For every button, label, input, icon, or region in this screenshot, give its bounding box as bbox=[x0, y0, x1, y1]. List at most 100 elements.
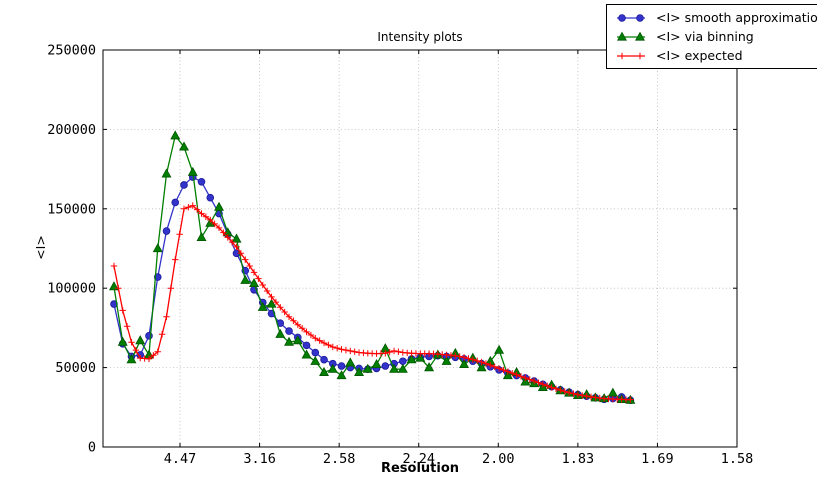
legend-item: <I> smooth approximation bbox=[613, 8, 817, 27]
series-expected bbox=[110, 202, 634, 403]
data-point-plus bbox=[172, 256, 179, 263]
data-point-plus bbox=[268, 293, 275, 301]
y-axis-label: <I> bbox=[32, 235, 48, 260]
legend: <I> smooth approximation <I> via binning… bbox=[606, 4, 817, 69]
data-point-plus bbox=[119, 307, 126, 314]
data-point-plus bbox=[233, 243, 240, 251]
data-point-plus bbox=[509, 369, 516, 377]
data-point-plus bbox=[132, 346, 140, 354]
data-point-triangle bbox=[275, 328, 286, 338]
data-point-plus bbox=[439, 351, 446, 358]
data-point-plus bbox=[482, 360, 490, 367]
data-point-plus bbox=[154, 348, 161, 355]
data-point-triangle bbox=[135, 335, 146, 345]
data-point-plus bbox=[211, 220, 218, 228]
data-point-plus bbox=[123, 323, 131, 330]
data-point-plus bbox=[487, 362, 494, 369]
data-point-triangle bbox=[362, 363, 373, 373]
data-point-circle bbox=[618, 13, 626, 22]
legend-item: <I> expected bbox=[613, 46, 817, 65]
data-point-plus bbox=[412, 350, 420, 357]
data-point-plus bbox=[500, 366, 507, 374]
data-point-plus bbox=[246, 262, 253, 270]
data-point-plus bbox=[329, 343, 336, 351]
data-point-plus bbox=[259, 281, 266, 289]
gridlines bbox=[103, 49, 738, 448]
plot-border bbox=[102, 49, 738, 448]
data-point-circle bbox=[337, 362, 346, 370]
data-point-triangle bbox=[502, 370, 513, 380]
data-point-triangle bbox=[397, 363, 408, 373]
data-point-plus bbox=[338, 346, 345, 353]
legend-marker-smooth-approximation-icon bbox=[617, 13, 645, 22]
data-point-plus bbox=[579, 392, 586, 399]
data-point-plus bbox=[491, 363, 498, 371]
x-tick-label: 3.16 bbox=[243, 451, 276, 467]
data-point-plus bbox=[622, 396, 630, 403]
data-point-circle bbox=[162, 227, 171, 235]
tick-marks bbox=[103, 49, 738, 448]
data-point-triangle bbox=[354, 366, 365, 376]
data-point-plus bbox=[517, 373, 525, 380]
data-point-plus bbox=[530, 377, 538, 385]
legend-marker-expected-icon bbox=[617, 52, 645, 59]
data-point-plus bbox=[277, 304, 284, 311]
data-point-plus bbox=[605, 395, 612, 403]
x-tick-label: 4.47 bbox=[164, 451, 197, 467]
data-point-plus bbox=[115, 285, 122, 292]
legend-label: <I> via binning bbox=[656, 29, 754, 44]
data-point-triangle bbox=[327, 363, 338, 373]
data-point-triangle bbox=[266, 298, 277, 308]
data-point-triangle bbox=[214, 201, 224, 211]
data-point-plus bbox=[224, 234, 231, 241]
data-point-plus bbox=[307, 331, 315, 339]
series-line bbox=[113, 204, 631, 401]
data-point-triangle bbox=[319, 366, 330, 376]
tick-labels: 4.47 3.16 2.58 2.24 2.00 1.83 1.69 1.58 0 50000 10… bbox=[47, 43, 753, 468]
data-point-plus bbox=[163, 313, 170, 320]
data-point-plus bbox=[237, 250, 245, 257]
data-point-triangle bbox=[520, 376, 531, 386]
data-point-plus bbox=[596, 394, 603, 402]
data-point-triangle bbox=[476, 362, 487, 372]
data-point-plus bbox=[447, 352, 455, 359]
y-tick-label: 150000 bbox=[47, 201, 96, 217]
data-point-plus bbox=[281, 308, 288, 316]
data-point-triangle bbox=[126, 354, 137, 364]
x-tick-label: 2.58 bbox=[323, 451, 356, 467]
data-point-plus bbox=[587, 393, 595, 401]
legend-marker-via-binning-icon bbox=[617, 31, 645, 41]
data-point-circle bbox=[285, 327, 293, 335]
data-point-plus bbox=[128, 338, 135, 346]
data-point-triangle bbox=[389, 363, 400, 373]
data-point-plus bbox=[320, 339, 328, 347]
data-point-triangle bbox=[249, 278, 259, 288]
data-point-plus bbox=[368, 350, 376, 357]
data-point-plus bbox=[513, 371, 520, 378]
data-point-triangle bbox=[371, 358, 382, 369]
data-point-plus bbox=[570, 390, 577, 397]
x-tick-label: 1.83 bbox=[562, 451, 595, 467]
data-point-triangle bbox=[152, 243, 163, 253]
data-point-plus bbox=[465, 355, 472, 362]
data-point-plus bbox=[325, 341, 332, 349]
data-point-plus bbox=[220, 229, 227, 236]
y-tick-label: 100000 bbox=[47, 281, 96, 297]
y-tick-label: 250000 bbox=[47, 43, 96, 59]
data-point-plus bbox=[150, 352, 157, 359]
data-point-triangle bbox=[240, 274, 251, 284]
data-point-triangle bbox=[301, 349, 312, 359]
data-point-plus bbox=[583, 392, 590, 400]
data-point-plus bbox=[189, 202, 196, 209]
data-point-plus bbox=[636, 52, 644, 59]
data-point-triangle bbox=[415, 352, 426, 362]
data-point-circle bbox=[171, 198, 180, 207]
data-point-triangle bbox=[441, 355, 452, 365]
x-tick-label: 2.24 bbox=[402, 451, 435, 467]
data-point-triangle bbox=[617, 31, 627, 41]
legend-label: <I> expected bbox=[656, 48, 743, 63]
data-point-plus bbox=[347, 347, 354, 355]
data-point-triangle bbox=[607, 387, 618, 397]
